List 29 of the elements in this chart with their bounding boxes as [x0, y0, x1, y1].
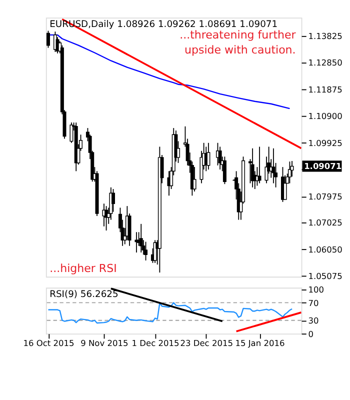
y-tick-label: 1.13825 [308, 30, 342, 41]
text: 1.09071 [304, 160, 342, 171]
candlestick [46, 30, 50, 48]
annotation: ...higher RSI [50, 262, 117, 276]
candlestick [288, 161, 292, 184]
y-tick-label: 1.07025 [308, 218, 342, 228]
line-series [48, 302, 293, 324]
x-tick-label: 1 Dec 2015 [132, 338, 180, 348]
y-tick-label: 70 [308, 298, 319, 308]
y-tick-label: 1.05075 [308, 271, 342, 282]
candlestick [139, 223, 143, 253]
candlestick [258, 146, 262, 184]
candlestick [218, 146, 222, 170]
y-tick-label: 0 [308, 328, 314, 339]
y-tick-label: 100 [308, 284, 324, 295]
x-tick-label: 16 Oct 2015 [23, 338, 74, 348]
y-tick-label: 30 [308, 316, 319, 326]
y-tick-label: 1.11875 [308, 84, 342, 94]
x-tick-label: 23 Dec 2015 [180, 338, 233, 348]
x-tick-label: 15 Jan 2016 [235, 338, 285, 348]
y-tick-label: 1.06050 [308, 244, 342, 254]
y-tick-label: 1.07975 [308, 192, 342, 202]
chart-title: RSI(9) 56.2625 [50, 288, 119, 300]
candlestick [144, 241, 148, 261]
x-tick-label: 9 Nov 2015 [80, 338, 128, 348]
annotation: ...threatening further upside with caution. [180, 28, 296, 56]
y-tick-label: 1.09925 [308, 138, 342, 148]
y-tick-label: 1.12850 [308, 58, 342, 68]
y-tick-label: 1.10900 [308, 111, 342, 122]
